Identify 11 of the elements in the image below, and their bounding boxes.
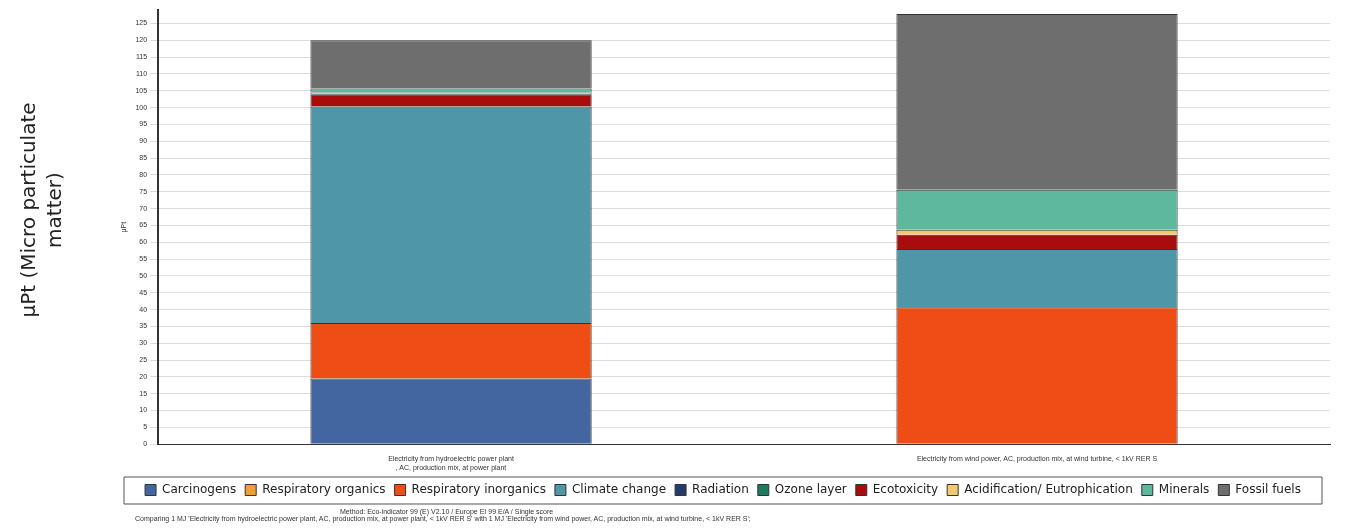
legend-label: Acidification/ Eutrophication: [964, 482, 1133, 497]
legend-label: Respiratory organics: [262, 482, 386, 497]
legend-label: Respiratory inorganics: [411, 482, 546, 497]
legend-label: Ecotoxicity: [872, 482, 939, 497]
legend-label: Fossil fuels: [1235, 482, 1301, 497]
legend-label: Ozone layer: [774, 482, 847, 497]
y-axis-title: μPt (Micro particulate matter): [15, 101, 67, 320]
legend-label: Climate change: [571, 482, 667, 497]
legend-label: Radiation: [692, 482, 749, 497]
legend-label: Minerals: [1158, 482, 1210, 497]
legend-label: Carcinogens: [162, 482, 237, 497]
